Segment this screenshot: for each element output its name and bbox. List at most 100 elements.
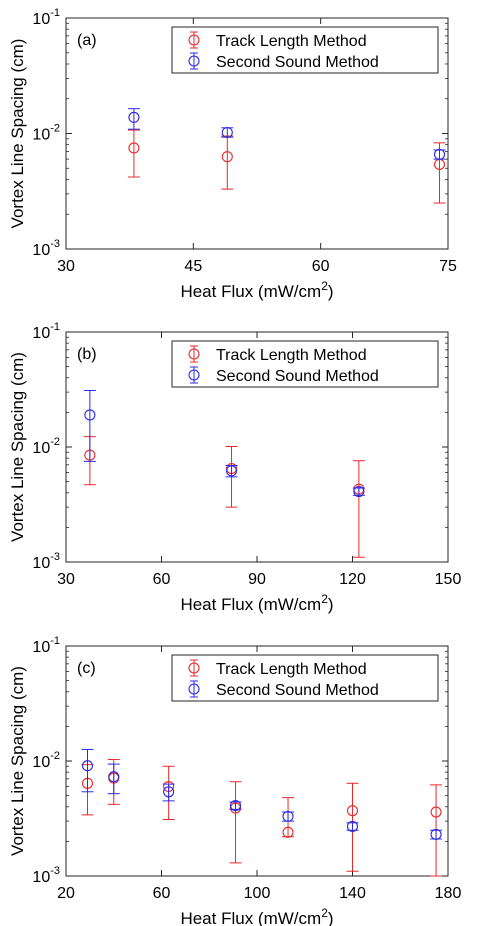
data-point [229, 799, 242, 812]
y-tick-exponent: -1 [50, 635, 60, 647]
panel-label: (c) [77, 660, 96, 677]
legend-marker [188, 55, 200, 67]
y-tick-exponent: -3 [50, 551, 60, 563]
x-axis-label-close: ) [328, 282, 334, 301]
legend-box [171, 654, 439, 702]
legend-marker [188, 34, 200, 46]
data-point [282, 826, 294, 838]
legend-label: Second Sound Method [216, 368, 379, 385]
y-tick-base: 10 [32, 639, 50, 656]
x-axis-label-main: Heat Flux (mW/cm [180, 595, 321, 614]
y-tick-label: 10-1 [32, 7, 60, 28]
legend: Track Length Method Second Sound Method [171, 340, 439, 388]
legend: Track Length Method Second Sound Method [171, 26, 439, 74]
y-tick-base: 10 [32, 555, 50, 572]
x-axis-label-close: ) [328, 595, 334, 614]
legend-marker [188, 662, 200, 674]
panel-label: (a) [77, 32, 97, 49]
legend-label: Second Sound Method [216, 682, 379, 699]
series-2 [127, 108, 446, 160]
y-tick-exponent: -2 [50, 123, 60, 135]
x-axis-label: Heat Flux (mW/cm2) [180, 592, 333, 614]
x-axis-label-superscript: 2 [321, 906, 328, 920]
x-tick-label: 60 [312, 258, 330, 275]
legend-label: Track Length Method [216, 347, 367, 364]
x-axis-label-main: Heat Flux (mW/cm [180, 909, 321, 926]
data-point [225, 465, 238, 477]
y-tick-exponent: -1 [50, 321, 60, 333]
x-axis-label: Heat Flux (mW/cm2) [180, 279, 333, 301]
x-tick-label: 120 [339, 571, 366, 588]
y-axis-label: Vortex Line Spacing (cm) [8, 39, 27, 229]
data-point [346, 820, 359, 832]
y-axis-label: Vortex Line Spacing (cm) [8, 666, 27, 856]
y-tick-exponent: -2 [50, 436, 60, 448]
data-point [84, 409, 96, 421]
y-tick-base: 10 [32, 440, 50, 457]
y-tick-label: 10-3 [32, 551, 60, 572]
y-tick-base: 10 [32, 127, 50, 144]
legend-box [171, 340, 439, 388]
x-tick-label: 180 [435, 885, 462, 902]
series-2 [83, 389, 365, 498]
y-tick-label: 10-2 [32, 436, 60, 457]
x-tick-label: 150 [435, 571, 462, 588]
y-tick-base: 10 [32, 869, 50, 886]
y-tick-label: 10-3 [32, 865, 60, 886]
data-point [108, 771, 120, 783]
data-point [430, 806, 442, 818]
legend: Track Length Method Second Sound Method [171, 654, 439, 702]
legend-box [171, 26, 439, 74]
series-1 [127, 129, 446, 204]
y-tick-base: 10 [32, 325, 50, 342]
legend-label: Second Sound Method [216, 54, 379, 71]
panel-label: (b) [77, 346, 97, 363]
y-axis-label: Vortex Line Spacing (cm) [8, 352, 27, 542]
legend-marker [188, 348, 200, 360]
x-tick-label: 140 [339, 885, 366, 902]
y-tick-label: 10-2 [32, 750, 60, 771]
y-tick-exponent: -3 [50, 238, 60, 250]
y-tick-label: 10-1 [32, 635, 60, 656]
legend-label: Track Length Method [216, 661, 367, 678]
x-axis-label-close: ) [328, 909, 334, 926]
x-tick-label: 60 [153, 571, 171, 588]
data-point [163, 786, 175, 798]
x-axis-label-main: Heat Flux (mW/cm [180, 282, 321, 301]
legend-label: Track Length Method [216, 33, 367, 50]
y-tick-label: 10-2 [32, 123, 60, 144]
series-1 [81, 759, 443, 877]
y-tick-exponent: -3 [50, 865, 60, 877]
x-axis-label-superscript: 2 [321, 279, 328, 293]
y-tick-base: 10 [32, 11, 50, 28]
data-point [433, 148, 446, 160]
x-tick-label: 100 [244, 885, 271, 902]
legend-marker [188, 369, 200, 381]
x-axis-label: Heat Flux (mW/cm2) [180, 906, 333, 926]
series-1 [83, 436, 365, 558]
x-axis-label-superscript: 2 [321, 592, 328, 606]
y-tick-label: 10-3 [32, 238, 60, 259]
data-point [430, 828, 442, 840]
x-tick-label: 60 [153, 885, 171, 902]
data-point [353, 485, 365, 498]
data-point [128, 142, 140, 154]
x-tick-label: 90 [248, 571, 266, 588]
data-point [128, 111, 140, 123]
y-tick-base: 10 [32, 242, 50, 259]
series-2 [81, 748, 443, 840]
x-tick-label: 20 [57, 885, 75, 902]
y-tick-base: 10 [32, 754, 50, 771]
x-tick-label: 30 [57, 571, 75, 588]
y-tick-exponent: -2 [50, 750, 60, 762]
data-point [81, 760, 94, 772]
y-tick-exponent: -1 [50, 7, 60, 19]
legend-marker [188, 683, 200, 695]
x-tick-label: 75 [439, 258, 457, 275]
data-point [346, 805, 359, 817]
data-point [221, 126, 233, 139]
